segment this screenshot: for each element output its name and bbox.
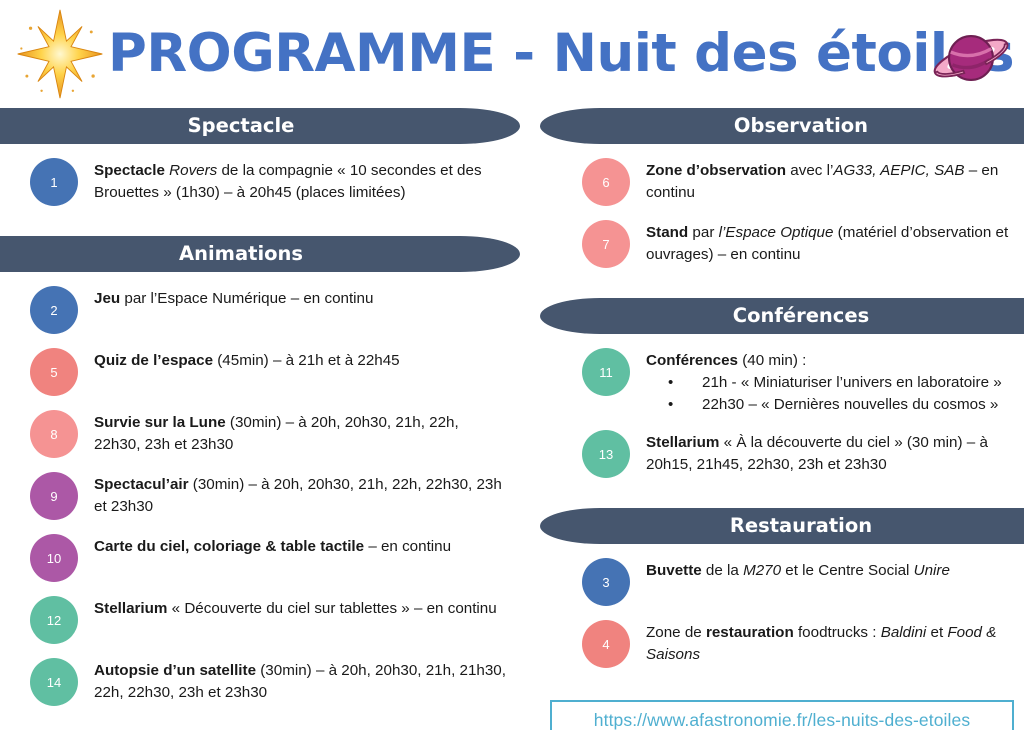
entry-number-badge: 7 — [582, 220, 630, 268]
entry-description: Buvette de la M270 et le Centre Social U… — [646, 562, 950, 579]
section-entries-spectacle: 1 Spectacle Rovers de la compagnie « 10 s… — [0, 144, 520, 236]
section-entries-animations: 2 Jeu par l’Espace Numérique – en continu… — [0, 272, 520, 730]
star-icon — [12, 8, 108, 100]
programme-entry: 10 Carte du ciel, coloriage & table tacti… — [0, 534, 520, 582]
entry-number-badge: 11 — [582, 348, 630, 396]
entry-number-badge: 6 — [582, 158, 630, 206]
entry-description: Spectacul’air (30min) – à 20h, 20h30, 21… — [94, 476, 502, 515]
entry-number-badge: 2 — [30, 286, 78, 334]
section-header-conferences: Conférences — [540, 298, 1024, 334]
programme-entry: 13 Stellarium « À la découverte du ciel »… — [540, 430, 1024, 478]
section-entries-conferences: 11 Conférences (40 min) :21h - « Miniatur… — [540, 334, 1024, 508]
programme-entry: 2 Jeu par l’Espace Numérique – en continu — [0, 286, 520, 334]
entry-description: Carte du ciel, coloriage & table tactile… — [94, 538, 452, 555]
entry-description: Jeu par l’Espace Numérique – en continu — [94, 290, 374, 307]
entry-number-badge: 9 — [30, 472, 78, 520]
entry-number-badge: 13 — [582, 430, 630, 478]
right-column: Observation 6 Zone d’observation avec l’AG… — [540, 108, 1024, 730]
entry-description: Stellarium « Découverte du ciel sur tabl… — [94, 600, 497, 617]
programme-entry: 14 Autopsie d’un satellite (30min) – à 20… — [0, 658, 520, 706]
section-entries-observation: 6 Zone d’observation avec l’AG33, AEPIC, … — [540, 144, 1024, 298]
section-entries-restauration: 3 Buvette de la M270 et le Centre Social … — [540, 544, 1024, 698]
page-title: PROGRAMME - Nuit des étoiles — [108, 23, 1015, 84]
entry-description: Stand par l’Espace Optique (matériel d’o… — [646, 224, 1009, 263]
programme-entry: 5 Quiz de l’espace (45min) – à 21h et à 2… — [0, 348, 520, 396]
entry-number-badge: 10 — [30, 534, 78, 582]
section-header-restauration: Restauration — [540, 508, 1024, 544]
left-column: Spectacle 1 Spectacle Rovers de la compagn… — [0, 108, 520, 730]
entry-description: Survie sur la Lune (30min) – à 20h, 20h3… — [94, 414, 459, 453]
entry-description: Zone de restauration foodtrucks : Baldin… — [646, 624, 997, 663]
programme-entry: 8 Survie sur la Lune (30min) – à 20h, 20h… — [0, 410, 520, 458]
programme-entry: 9 Spectacul’air (30min) – à 20h, 20h30, 2… — [0, 472, 520, 520]
entry-description: Autopsie d’un satellite (30min) – à 20h,… — [94, 662, 506, 701]
entry-number-badge: 8 — [30, 410, 78, 458]
programme-entry: 3 Buvette de la M270 et le Centre Social … — [540, 558, 1024, 606]
programme-entry: 12 Stellarium « Découverte du ciel sur ta… — [0, 596, 520, 644]
programme-entry: 1 Spectacle Rovers de la compagnie « 10 s… — [0, 158, 520, 206]
entry-description: Zone d’observation avec l’AG33, AEPIC, S… — [646, 162, 999, 201]
entry-number-badge: 4 — [582, 620, 630, 668]
section-header-observation: Observation — [540, 108, 1024, 144]
programme-entry: 7 Stand par l’Espace Optique (matériel d’… — [540, 220, 1024, 268]
entry-description: Conférences (40 min) :21h - « Miniaturis… — [646, 348, 1012, 416]
section-header-animations: Animations — [0, 236, 520, 272]
website-url-link[interactable]: https://www.afastronomie.fr/les-nuits-de… — [550, 700, 1014, 730]
poster-header: PROGRAMME - Nuit des étoiles — [0, 0, 1024, 108]
entry-description: Stellarium « À la découverte du ciel » (… — [646, 434, 988, 473]
section-header-spectacle: Spectacle — [0, 108, 520, 144]
programme-entry: 6 Zone d’observation avec l’AG33, AEPIC, … — [540, 158, 1024, 206]
programme-entry: 4 Zone de restauration foodtrucks : Baldi… — [540, 620, 1024, 668]
entry-number-badge: 12 — [30, 596, 78, 644]
saturn-planet-icon — [928, 20, 1014, 96]
entry-description: Quiz de l’espace (45min) – à 21h et à 22… — [94, 352, 400, 369]
entry-number-badge: 1 — [30, 158, 78, 206]
entry-number-badge: 14 — [30, 658, 78, 706]
programme-entry: 11 Conférences (40 min) :21h - « Miniatur… — [540, 348, 1024, 416]
entry-number-badge: 3 — [582, 558, 630, 606]
entry-description: Spectacle Rovers de la compagnie « 10 se… — [94, 162, 482, 201]
entry-number-badge: 5 — [30, 348, 78, 396]
